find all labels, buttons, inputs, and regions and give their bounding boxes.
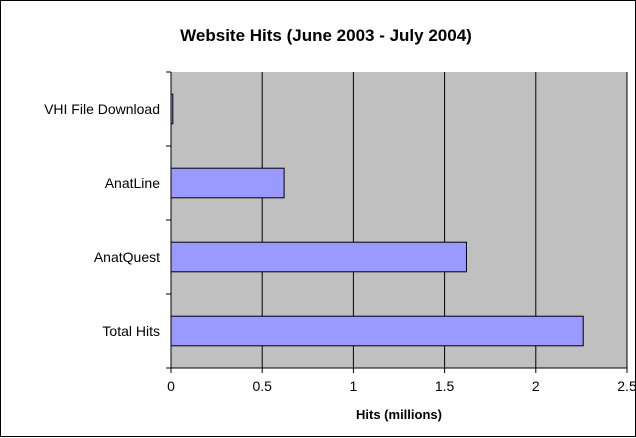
category-labels: VHI File Download AnatLine AnatQuest Total …: [44, 101, 160, 339]
bar: [170, 167, 285, 199]
bars: [170, 93, 584, 347]
axes: [166, 71, 628, 373]
x-tick-label: 0: [167, 378, 175, 394]
category-label: Total Hits: [102, 323, 160, 339]
x-tick-label: 2.5: [617, 378, 636, 394]
bar: [170, 315, 584, 347]
bar: [170, 241, 467, 273]
x-tick-label: 2: [532, 378, 540, 394]
category-label: AnatLine: [105, 175, 160, 191]
chart-title: Website Hits (June 2003 - July 2004): [180, 26, 472, 45]
category-label: VHI File Download: [44, 101, 160, 117]
x-axis-label: Hits (millions): [356, 407, 442, 422]
category-label: AnatQuest: [94, 249, 160, 265]
x-tick-labels: 0 0.5 1 1.5 2 2.5: [167, 378, 636, 394]
x-tick-label: 1: [350, 378, 358, 394]
x-tick-label: 0.5: [252, 378, 272, 394]
x-tick-label: 1.5: [435, 378, 455, 394]
